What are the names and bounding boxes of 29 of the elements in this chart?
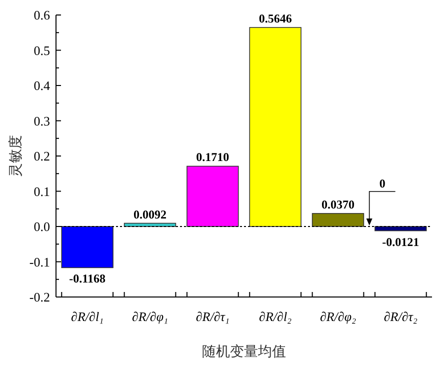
bar bbox=[186, 166, 239, 227]
x-tick-label: ∂R/∂φ₁ bbox=[132, 309, 168, 324]
x-tick-label: ∂R/∂l₂ bbox=[259, 309, 292, 324]
data-label: -0.0121 bbox=[382, 234, 420, 249]
bar bbox=[312, 213, 364, 227]
y-axis-title: 灵敏度 bbox=[8, 135, 24, 177]
bar bbox=[374, 226, 427, 232]
data-label: 0.0092 bbox=[134, 207, 166, 222]
x-axis-title: 随机变量均值 bbox=[202, 344, 286, 360]
annotation: 0 bbox=[379, 176, 386, 190]
x-tick-label: ∂R/∂τ₁ bbox=[196, 309, 230, 324]
y-tick-label: 0.4 bbox=[34, 78, 50, 93]
data-label: 0.1710 bbox=[196, 150, 230, 164]
y-tick-label: 0.6 bbox=[34, 8, 50, 22]
y-tick-label: 0.3 bbox=[34, 113, 50, 128]
bar bbox=[61, 226, 114, 268]
x-tick-label: ∂R/∂l₁ bbox=[71, 309, 104, 324]
data-label: -0.1168 bbox=[69, 272, 106, 286]
data-label: 0.5646 bbox=[258, 11, 292, 26]
y-tick-label: 0.5 bbox=[34, 42, 50, 58]
y-tick-label: 0.2 bbox=[34, 148, 50, 164]
x-tick-label: ∂R/∂τ₂ bbox=[384, 309, 418, 324]
y-tick-label: 0.1 bbox=[34, 184, 50, 199]
data-label: 0.0370 bbox=[322, 197, 354, 212]
x-tick-label: ∂R/∂φ₂ bbox=[320, 309, 357, 324]
y-tick-label: 0.0 bbox=[34, 219, 50, 234]
bar bbox=[249, 27, 302, 227]
y-tick-label: -0.1 bbox=[29, 254, 50, 270]
y-tick-label: -0.2 bbox=[29, 290, 50, 304]
